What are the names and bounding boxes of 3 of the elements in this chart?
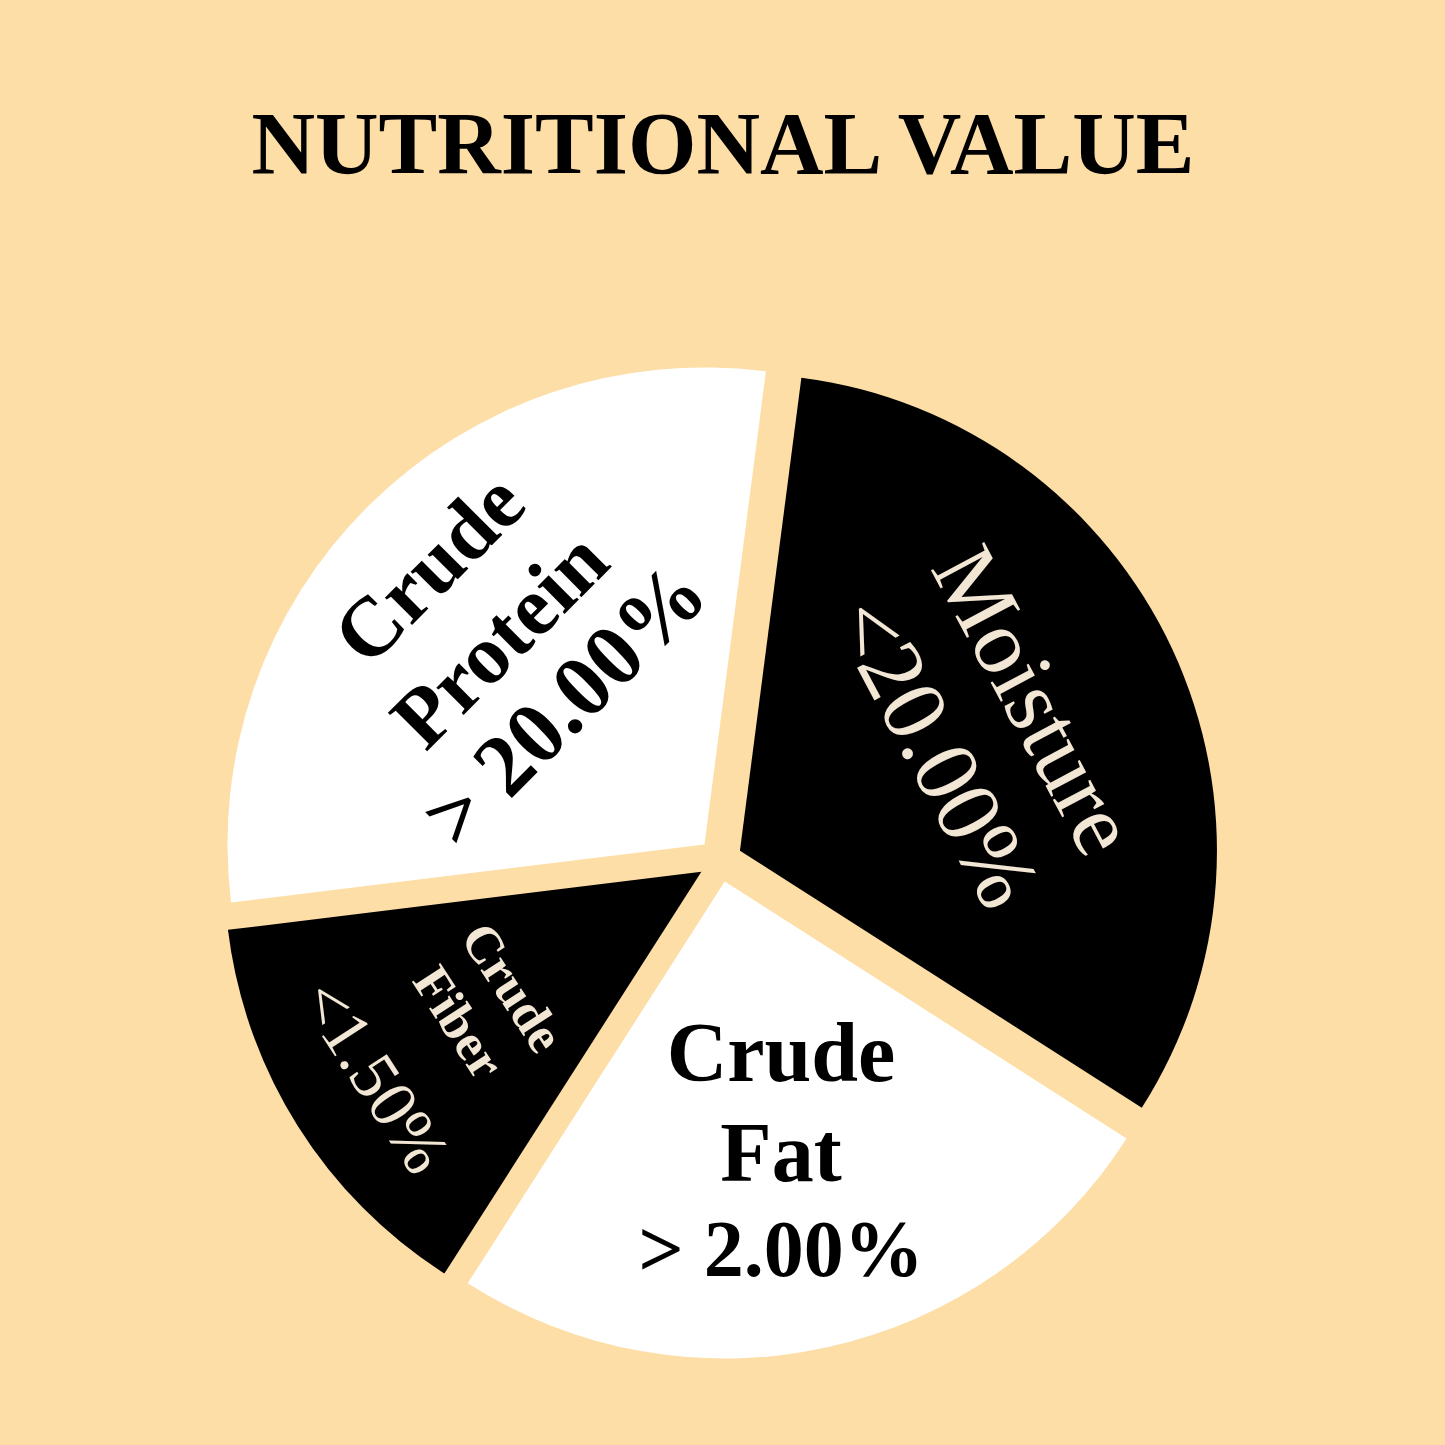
slice-label: Crude Fat (666, 1005, 896, 1199)
chart-title: NUTRITIONAL VALUE (251, 95, 1195, 192)
data-label: > 2.00% (638, 1205, 924, 1293)
